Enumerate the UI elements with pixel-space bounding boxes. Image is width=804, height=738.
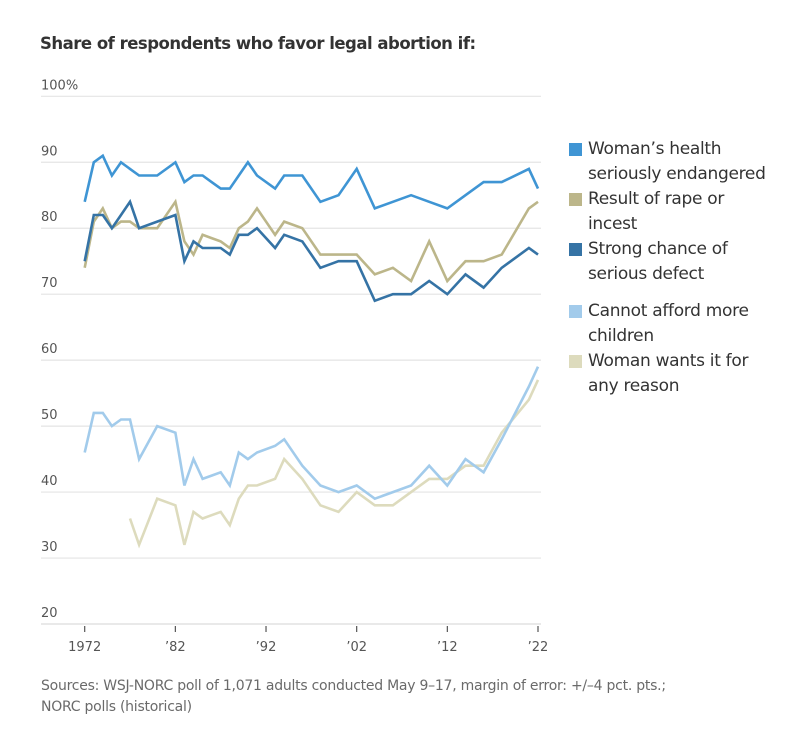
x-tick-label: ’22 <box>528 640 549 655</box>
x-tick-label: ’82 <box>165 640 186 655</box>
legend-label: Woman wants it for <box>588 351 749 371</box>
y-tick-label: 20 <box>41 606 58 621</box>
source-line-1: Sources: WSJ-NORC poll of 1,071 adults c… <box>41 678 666 694</box>
legend-swatch-defect <box>569 243 582 256</box>
legend: Woman’s health seriously endangered Resu… <box>566 137 796 399</box>
legend-swatch-rape <box>569 193 582 206</box>
source-line-2: NORC polls (historical) <box>41 699 192 715</box>
x-tick-label: ’92 <box>256 640 277 655</box>
legend-label: any reason <box>588 375 680 396</box>
x-tick-label: 1972 <box>68 640 101 655</box>
y-tick-label: 70 <box>41 276 58 291</box>
y-tick-label: 50 <box>41 408 58 423</box>
series-lines <box>83 153 540 549</box>
y-tick-label: 100% <box>41 78 78 93</box>
series-line-strong-chance-of-serious-defect <box>83 198 539 303</box>
series-line-result-of-rape-or-incest <box>83 198 539 284</box>
series-line-woman-s-health-seriously-endangered <box>83 153 540 211</box>
legend-item-defect: Strong chance of serious defect <box>566 237 796 286</box>
legend-label: Cannot afford more <box>588 301 749 321</box>
gridlines <box>41 95 541 625</box>
legend-item-rape: Result of rape or incest <box>566 187 796 236</box>
y-axis: 100% 90 80 70 60 50 40 30 20 <box>41 78 78 621</box>
source-note: Sources: WSJ-NORC poll of 1,071 adults c… <box>41 676 741 718</box>
x-tick-label: ’02 <box>346 640 367 655</box>
legend-swatch-any-reason <box>569 355 582 368</box>
chart-title: Share of respondents who favor legal abo… <box>40 34 476 53</box>
series-line-cannot-afford-more-children <box>83 366 540 501</box>
x-axis: 1972 ’82 ’92 ’02 ’12 ’22 <box>68 626 548 655</box>
x-tick-label: ’12 <box>437 640 458 655</box>
legend-item-health: Woman’s health seriously endangered <box>566 137 796 186</box>
legend-label: children <box>588 325 654 346</box>
legend-label: seriously endangered <box>588 163 766 184</box>
legend-label: incest <box>588 213 638 234</box>
legend-label: serious defect <box>588 263 704 284</box>
legend-label: Result of rape or <box>588 189 725 209</box>
legend-label: Woman’s health <box>588 139 722 159</box>
y-tick-label: 90 <box>41 144 58 159</box>
legend-swatch-afford <box>569 305 582 318</box>
legend-item-afford: Cannot afford more children <box>566 299 796 348</box>
legend-item-any-reason: Woman wants it for any reason <box>566 349 796 398</box>
y-tick-label: 30 <box>41 540 58 555</box>
legend-label: Strong chance of <box>588 239 728 259</box>
y-tick-label: 40 <box>41 474 58 489</box>
y-tick-label: 60 <box>41 342 58 357</box>
legend-swatch-health <box>569 143 582 156</box>
y-tick-label: 80 <box>41 210 58 225</box>
